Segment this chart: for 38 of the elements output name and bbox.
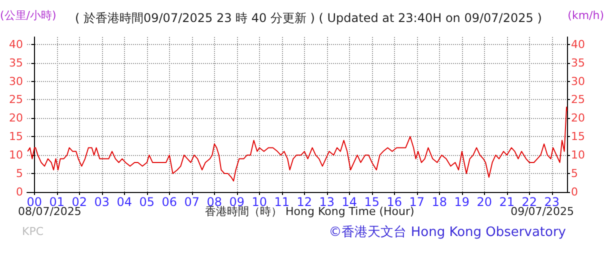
y2-tick-label: 35 bbox=[571, 56, 585, 70]
y2-tick-label: 10 bbox=[571, 148, 585, 162]
line-series bbox=[27, 106, 568, 182]
x-tick-label: 03 bbox=[94, 195, 110, 209]
y2-tick-label: 30 bbox=[571, 74, 585, 88]
y-tick-label: 10 bbox=[9, 148, 23, 162]
chart-title: ( 於香港時間09/07/2025 23 時 40 分更新 ) ( Updated at 23:40H on 09/07/2025 ) bbox=[75, 11, 542, 25]
x-tick-label: 19 bbox=[454, 195, 470, 209]
text: 08/07/2025 bbox=[18, 205, 82, 218]
y-tick-label: 5 bbox=[16, 167, 23, 180]
x-tick-label: 06 bbox=[162, 195, 178, 209]
y2-tick-label: 20 bbox=[571, 112, 585, 125]
y-axis-title: (公里/小時) bbox=[0, 9, 56, 22]
y2-tick-label: 40 bbox=[571, 38, 585, 51]
x-tick-label: 04 bbox=[116, 195, 132, 209]
y2-tick-label: 0 bbox=[571, 186, 578, 198]
x-tick-label: 11 bbox=[274, 195, 290, 209]
y2-tick-label: 5 bbox=[571, 167, 578, 180]
y-tick-label: 25 bbox=[9, 93, 23, 106]
x-tick-label: 07 bbox=[184, 195, 200, 209]
y-tick-label: 0 bbox=[16, 186, 23, 198]
x-tick-label: 15 bbox=[364, 195, 380, 209]
x-tick-label: 05 bbox=[139, 195, 155, 209]
y2-tick-label: 15 bbox=[571, 130, 585, 144]
x-tick-label: 18 bbox=[432, 195, 448, 209]
y-tick-label: 35 bbox=[9, 56, 23, 70]
y-tick-label: 30 bbox=[9, 74, 23, 88]
y-tick-label: 15 bbox=[9, 130, 23, 144]
y2-tick-label: 25 bbox=[571, 93, 585, 106]
x-tick-label: 16 bbox=[386, 195, 402, 209]
text: 09/07/2025 bbox=[510, 205, 574, 218]
x-tick-label: 12 bbox=[296, 195, 312, 209]
y-tick-label: 20 bbox=[9, 112, 23, 125]
y2-axis-title: (km/h) bbox=[568, 9, 604, 22]
text: KPC bbox=[22, 225, 44, 238]
x-tick-label: 20 bbox=[476, 195, 492, 209]
text: ©香港天文台 Hong Kong Observatory bbox=[328, 225, 566, 240]
y-tick-label: 40 bbox=[9, 38, 23, 51]
